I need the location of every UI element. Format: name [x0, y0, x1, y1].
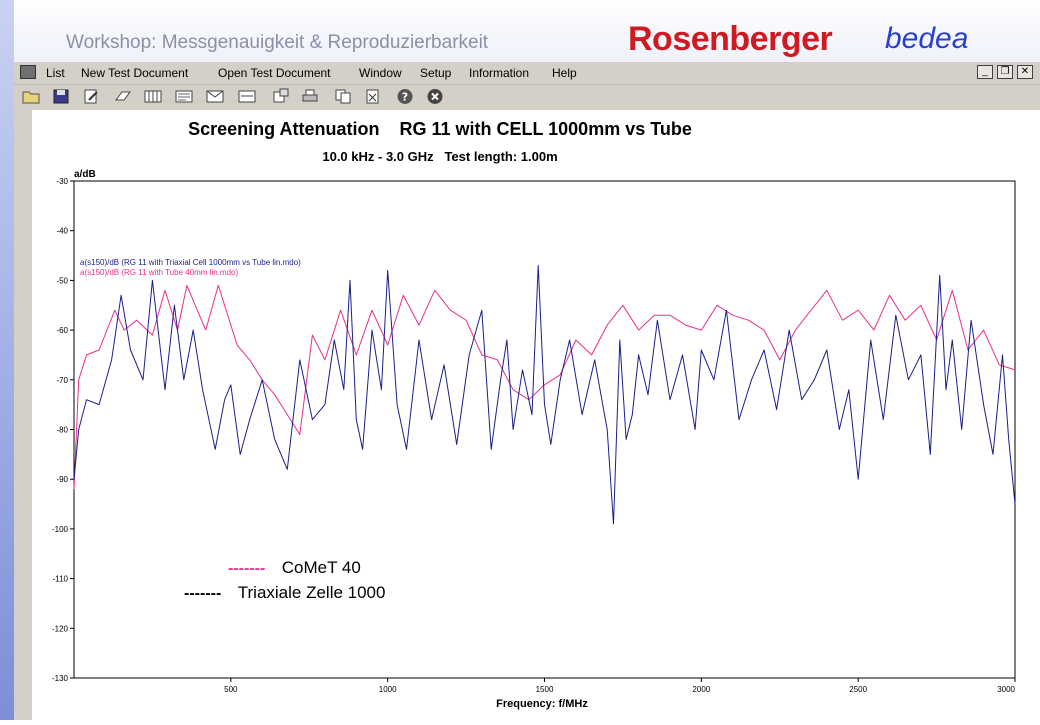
y-tick-label: -60: [56, 326, 68, 335]
close-window-button[interactable]: ✕: [1017, 65, 1033, 79]
menu-setup[interactable]: Setup: [420, 66, 452, 80]
menu-window[interactable]: Window: [359, 66, 402, 80]
x-tick-label: 2000: [692, 685, 710, 694]
open-folder-icon[interactable]: [22, 88, 40, 105]
pink-dash-marker: -------: [228, 560, 266, 577]
y-tick-label: -110: [53, 575, 69, 584]
workshop-title: Workshop: Messgenauigkeit & Reproduzierb…: [66, 32, 489, 53]
print-icon[interactable]: [301, 88, 319, 105]
restore-button[interactable]: ❐: [997, 65, 1013, 79]
save-icon[interactable]: [52, 88, 70, 105]
y-axis-label: a/dB: [74, 169, 96, 180]
chart-title: Screening Attenuation RG 11 with CELL 10…: [188, 119, 692, 139]
series-line-tube: [73, 284, 1016, 490]
series-line-triaxial-cell: [73, 265, 1016, 525]
menu-new-test-document[interactable]: New Test Document: [81, 66, 189, 80]
y-tick-label: -50: [56, 276, 68, 285]
chart-subtitle: 10.0 kHz - 3.0 GHz Test length: 1.00m: [322, 149, 557, 164]
svg-text:?: ?: [402, 91, 408, 104]
system-menu-icon[interactable]: [20, 65, 36, 79]
screening-attenuation-chart: Screening Attenuation RG 11 with CELL 10…: [52, 119, 1016, 710]
y-tick-label: -130: [52, 674, 69, 683]
export-icon[interactable]: [272, 88, 290, 105]
menu-list[interactable]: List: [46, 66, 65, 80]
y-tick-label: -80: [56, 426, 68, 435]
y-tick-label: -90: [56, 475, 68, 484]
eraser-icon[interactable]: [114, 88, 132, 105]
x-tick-label: 1000: [379, 685, 397, 694]
y-tick-label: -70: [56, 376, 68, 385]
copy-icon[interactable]: [334, 88, 352, 105]
envelope-icon[interactable]: [206, 88, 224, 105]
toolbar: ?: [14, 85, 1040, 109]
overlay-legend-black: ------- Triaxiale Zelle 1000: [184, 583, 385, 603]
brand-logo-bedea: bedea: [885, 22, 969, 55]
legend-entry-series-1: a(s150)/dB (RG 11 with Triaxial Cell 100…: [80, 258, 301, 267]
y-tick-label: -100: [52, 525, 69, 534]
menu-help[interactable]: Help: [552, 66, 577, 80]
slide-left-stripe: [0, 0, 14, 720]
black-dash-marker: -------: [184, 585, 222, 602]
slide-banner: Workshop: Messgenauigkeit & Reproduzierb…: [0, 0, 1040, 62]
plot-frame: [73, 180, 1016, 679]
delete-icon[interactable]: [364, 88, 382, 105]
application-window: List New Test Document Open Test Documen…: [14, 62, 1040, 720]
plot-area: Screening Attenuation RG 11 with CELL 10…: [32, 110, 1040, 720]
table-icon[interactable]: [144, 88, 162, 105]
x-tick-label: 3000: [997, 685, 1015, 694]
legend-entry-series-2: a(s150)/dB (RG 11 with Tube 40mm lin.mdo…: [80, 268, 238, 277]
y-tick-label: -120: [52, 624, 69, 633]
notes-icon[interactable]: [175, 88, 193, 105]
x-tick-label: 1500: [536, 685, 554, 694]
edit-document-icon[interactable]: [82, 88, 100, 105]
help-icon[interactable]: ?: [396, 88, 414, 105]
overlay-legend-pink: ------- CoMeT 40: [228, 558, 361, 578]
x-axis-label: Frequency: f/MHz: [496, 698, 588, 710]
chart-window-icon[interactable]: [238, 88, 256, 105]
brand-logo-rosenberger: Rosenberger: [628, 20, 833, 58]
x-tick-label: 2500: [849, 685, 867, 694]
menu-open-test-document[interactable]: Open Test Document: [218, 66, 331, 80]
y-tick-label: -40: [56, 227, 68, 236]
pink-legend-label: CoMeT 40: [281, 558, 361, 577]
menu-bar: List New Test Document Open Test Documen…: [14, 62, 1040, 85]
menu-information[interactable]: Information: [469, 66, 530, 80]
black-legend-label: Triaxiale Zelle 1000: [237, 583, 386, 602]
close-icon[interactable]: [426, 88, 444, 105]
minimize-button[interactable]: _: [977, 65, 993, 79]
y-tick-label: -30: [56, 177, 68, 186]
x-tick-label: 500: [224, 685, 238, 694]
